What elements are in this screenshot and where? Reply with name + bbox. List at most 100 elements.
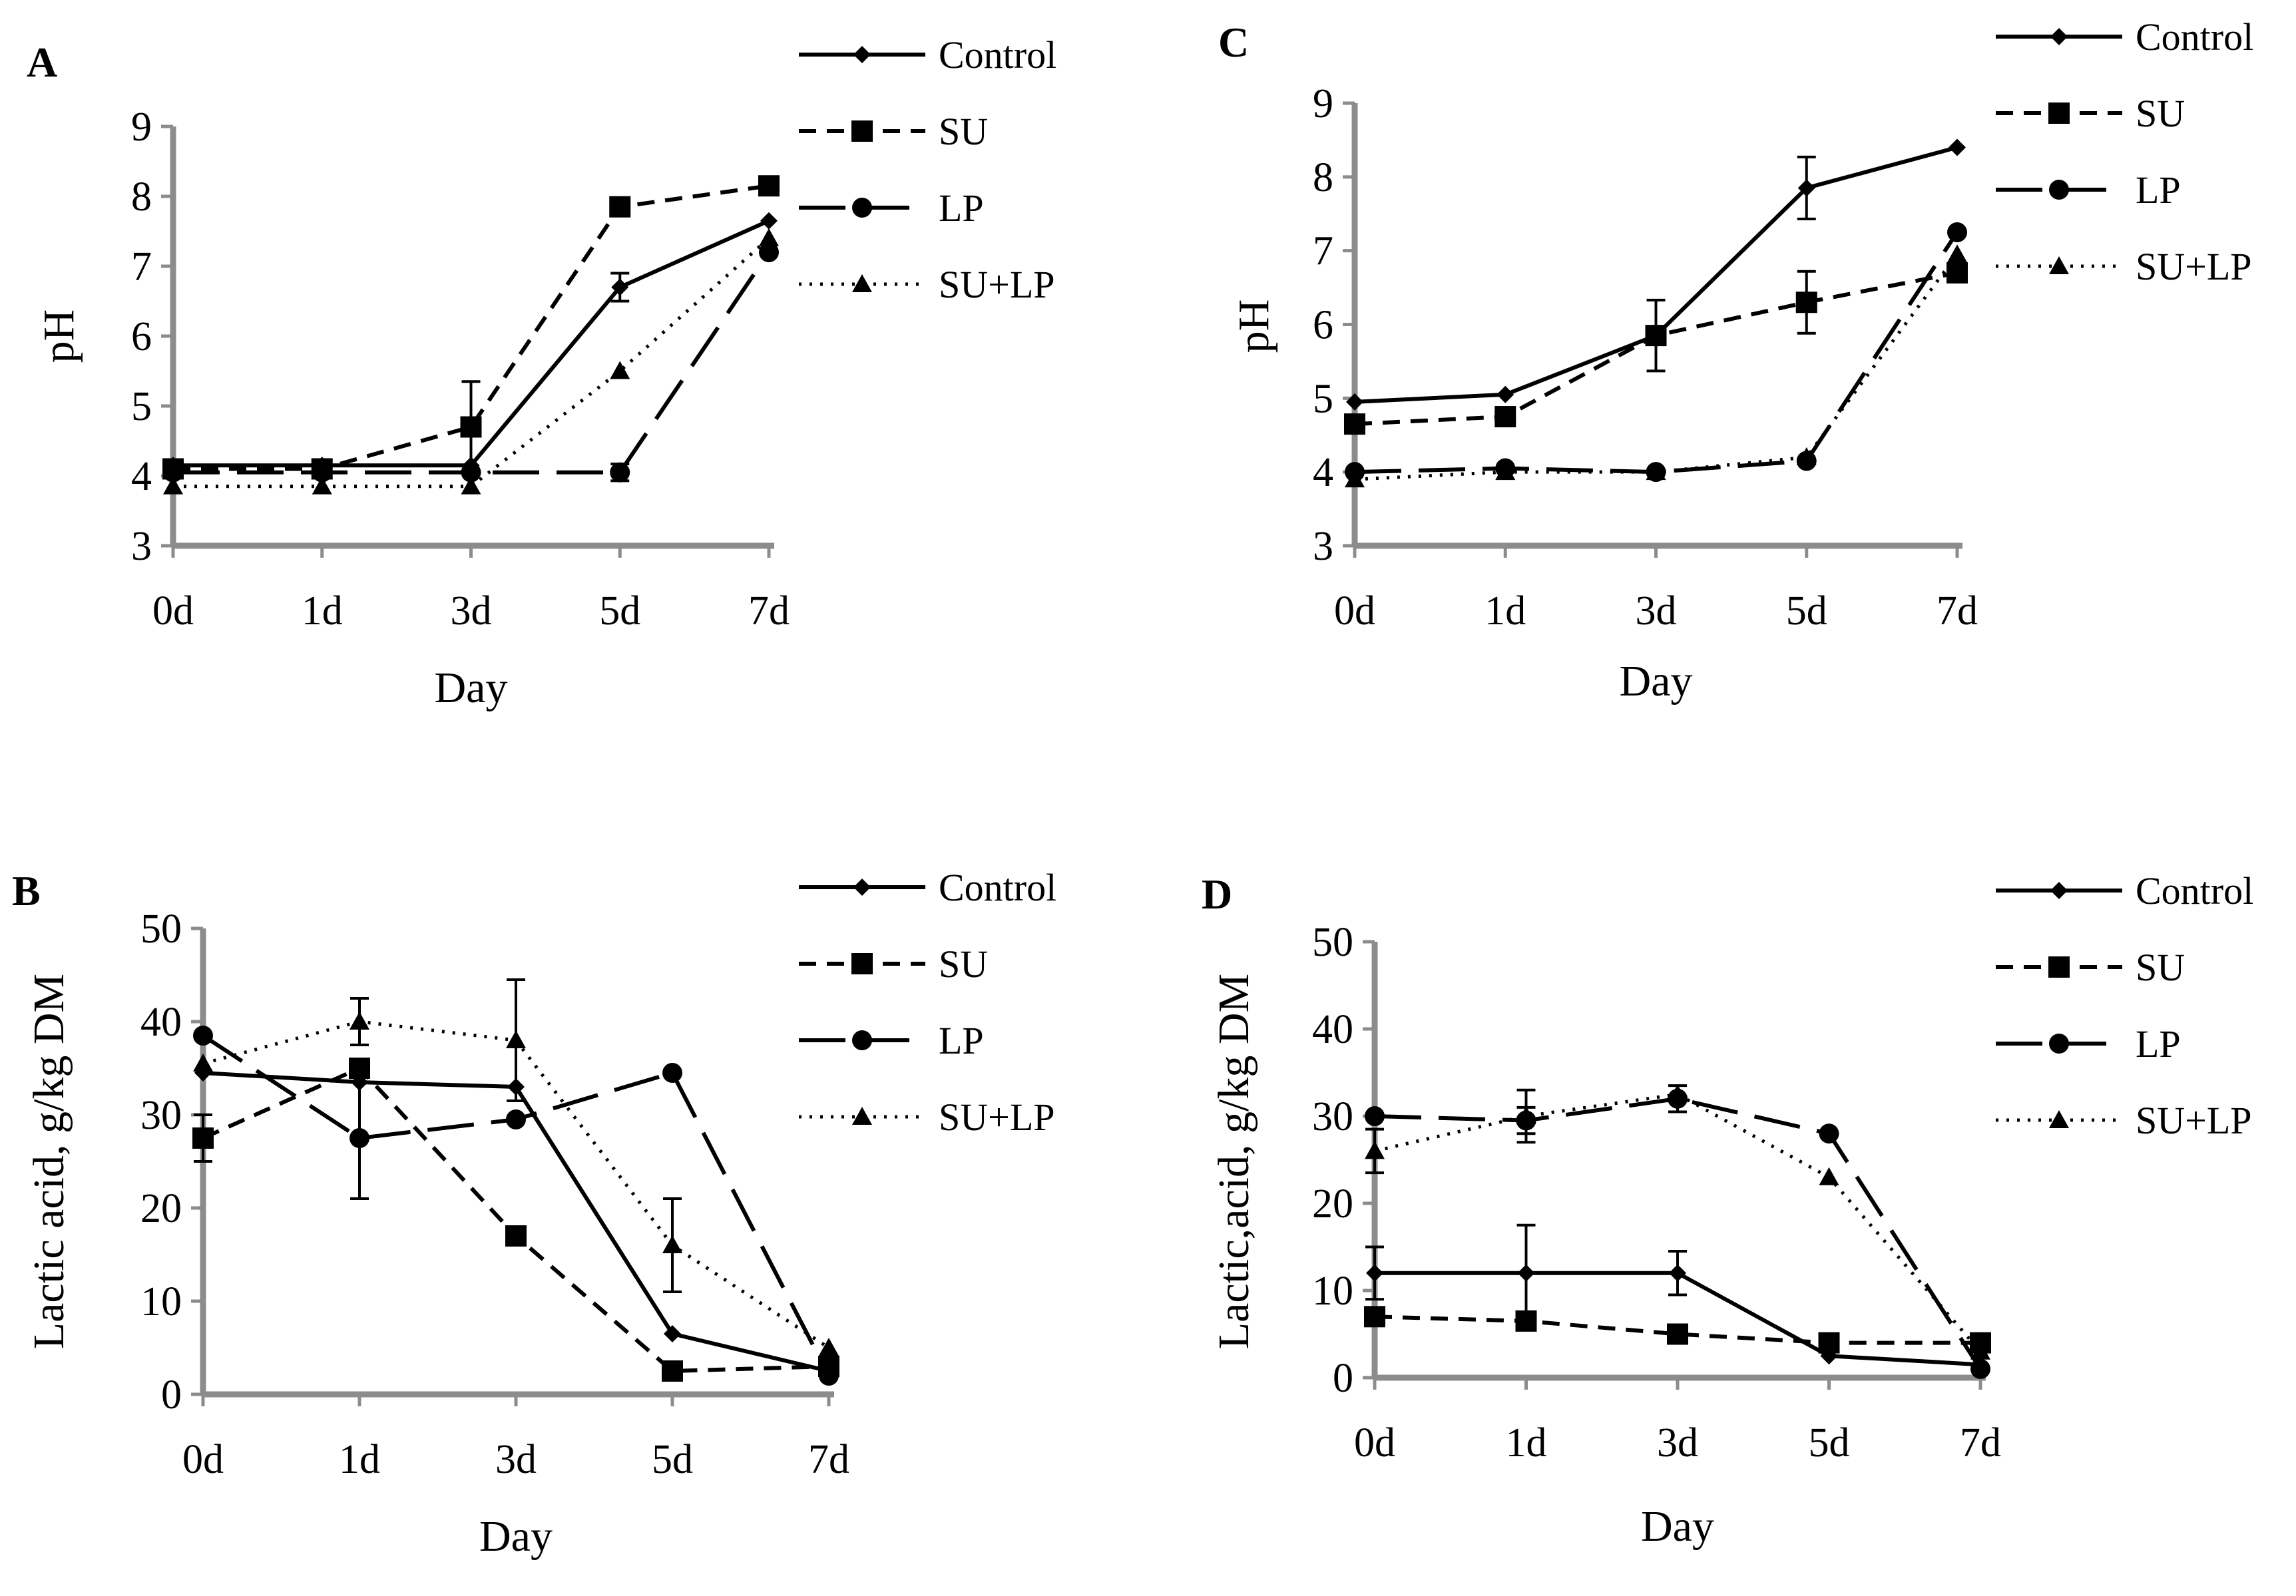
x-tick-label: 1d	[1485, 588, 1526, 634]
series-su	[1344, 262, 1968, 435]
y-tick-label: 50	[140, 906, 182, 952]
y-tick-label: 40	[1312, 1007, 1353, 1052]
x-axis-title: Day	[1620, 657, 1693, 705]
y-tick-label: 7	[131, 244, 152, 290]
data-point	[1645, 325, 1667, 347]
y-tick-label: 20	[140, 1186, 182, 1231]
legend-marker	[2049, 1034, 2069, 1054]
series-su	[1364, 1306, 1991, 1354]
legend-label: LP	[939, 186, 984, 230]
legend-marker	[853, 46, 871, 63]
y-axis-title: Lactic,acid, g/kg DM	[1210, 974, 1258, 1349]
series-line	[1374, 1096, 1982, 1370]
series-line	[1374, 1314, 1980, 1345]
data-point	[193, 1054, 213, 1072]
y-tick-label: 20	[1312, 1181, 1353, 1227]
data-point	[349, 1128, 369, 1148]
series-su-lp	[1365, 1084, 1990, 1360]
legend-label: SU+LP	[2136, 245, 2252, 288]
y-axis-title: pH	[35, 309, 83, 363]
panel-letter: B	[12, 867, 41, 914]
legend-label: LP	[939, 1019, 984, 1062]
y-tick-label: 9	[1313, 81, 1333, 126]
y-tick-label: 6	[131, 314, 152, 359]
legend-marker	[2049, 180, 2069, 200]
legend-label: LP	[2136, 1022, 2181, 1066]
y-tick-label: 8	[131, 174, 152, 220]
y-tick-label: 5	[131, 384, 152, 429]
legend-marker	[2050, 882, 2068, 899]
y-axis-title: Lactic acid, g/kg DM	[25, 974, 73, 1349]
x-tick-label: 3d	[1657, 1420, 1698, 1466]
y-tick-label: 7	[1313, 229, 1333, 274]
data-point	[461, 476, 481, 495]
y-tick-label: 3	[131, 524, 152, 569]
data-point	[163, 462, 183, 483]
legend-label: SU+LP	[939, 1096, 1055, 1139]
data-point	[819, 1366, 839, 1386]
data-point	[193, 1026, 213, 1046]
legend: Control SU LP SU+LP	[799, 33, 1056, 306]
x-tick-label: 1d	[339, 1437, 380, 1482]
data-point	[1970, 1358, 1990, 1379]
data-point	[1366, 1264, 1383, 1282]
data-point	[1496, 385, 1514, 403]
data-point	[1346, 393, 1363, 411]
series-su	[192, 1058, 839, 1382]
y-tick-label: 9	[131, 104, 152, 150]
data-point	[609, 196, 631, 218]
data-point	[460, 416, 482, 438]
y-tick-label: 4	[1313, 450, 1333, 495]
panel-b: B 0 10 20 30 40 50 0d 1d 3d 5d 7d Day Lactic acid, g/…	[12, 866, 1056, 1561]
x-tick-label: 1d	[302, 588, 343, 634]
data-point	[662, 1063, 682, 1083]
data-point	[1646, 462, 1666, 481]
x-tick-label: 1d	[1506, 1420, 1547, 1466]
legend-marker	[852, 274, 872, 292]
series-line	[202, 1020, 830, 1350]
legend-marker	[2049, 256, 2069, 274]
data-point	[610, 361, 630, 379]
data-point	[505, 1225, 527, 1247]
data-point	[312, 476, 332, 495]
data-point	[662, 1360, 683, 1382]
legend-marker	[853, 879, 871, 896]
data-point	[1344, 413, 1365, 435]
data-point	[1365, 1106, 1385, 1126]
legend-label: SU+LP	[939, 263, 1055, 306]
data-point	[1796, 447, 1817, 465]
y-tick-label: 3	[1313, 524, 1333, 569]
x-tick-label: 7d	[1960, 1420, 2001, 1466]
legend-label: SU+LP	[2136, 1099, 2252, 1142]
y-tick-label: 6	[1313, 303, 1333, 348]
data-point	[760, 212, 778, 230]
series-su-lp	[1345, 244, 1967, 488]
data-point	[1365, 1141, 1385, 1159]
y-tick-label: 8	[1313, 155, 1333, 200]
x-tick-label: 0d	[1354, 1420, 1395, 1466]
x-tick-label: 7d	[808, 1437, 849, 1482]
legend-marker	[852, 198, 872, 218]
x-tick-label: 0d	[182, 1437, 224, 1482]
legend-label: SU	[2136, 92, 2185, 135]
x-tick-label: 5d	[1809, 1420, 1850, 1466]
legend-label: Control	[2136, 15, 2253, 59]
x-tick-label: 3d	[1636, 588, 1677, 634]
data-point	[1515, 1310, 1537, 1332]
legend-label: SU	[2136, 946, 2185, 989]
series-control	[1365, 1223, 1989, 1374]
data-point	[349, 1012, 369, 1030]
y-axis-title: pH	[1230, 299, 1278, 353]
series-lp	[163, 242, 779, 483]
panel-letter: A	[27, 39, 57, 86]
series-su-lp	[193, 978, 839, 1356]
data-point	[758, 175, 780, 197]
data-point	[1795, 292, 1817, 313]
data-point	[1345, 469, 1365, 488]
y-tick-label: 10	[140, 1279, 182, 1324]
legend-label: LP	[2136, 168, 2181, 212]
data-point	[192, 1127, 214, 1149]
series-line	[1374, 1092, 1982, 1353]
data-point	[1797, 179, 1815, 197]
